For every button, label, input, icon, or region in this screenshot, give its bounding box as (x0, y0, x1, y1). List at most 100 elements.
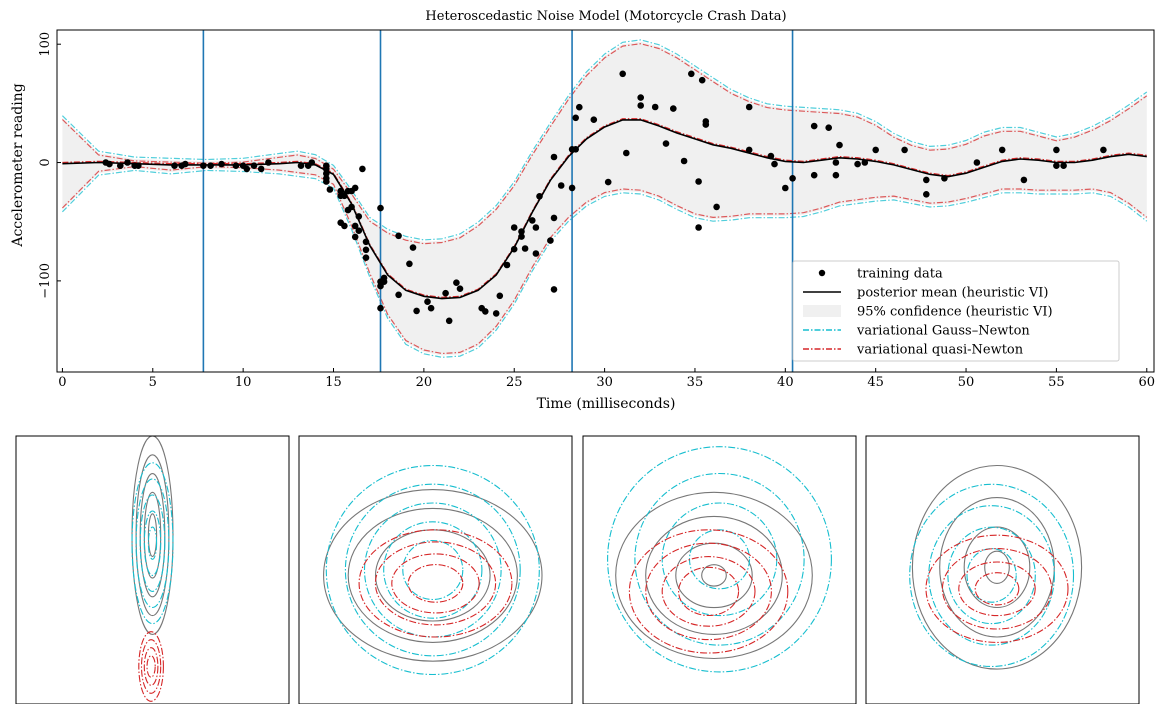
gauss-newton-contour (135, 478, 170, 609)
contour-panel-content (607, 446, 832, 673)
gauss-newton-contour (131, 462, 174, 625)
posterior-contour (347, 507, 518, 643)
training-data-point (453, 279, 460, 287)
y-axis-label: Accelerometer reading (10, 83, 26, 247)
quasi-newton-upper-bound (61, 43, 1148, 245)
training-data-point (406, 260, 413, 268)
posterior-contour (645, 515, 783, 635)
x-tick-label: 35 (687, 375, 704, 390)
training-data-point (854, 160, 861, 168)
training-data-point (135, 162, 142, 169)
quasi-newton-contour (678, 566, 740, 617)
training-data-point (973, 159, 981, 166)
posterior-contour (939, 497, 1055, 638)
chart-title: Heteroscedastic Noise Model (Motorcycle … (425, 9, 786, 24)
training-data-point (348, 203, 355, 211)
training-data-point (265, 159, 272, 166)
training-data-point (323, 165, 330, 173)
contour-panel-content (323, 464, 543, 676)
training-data-point (550, 286, 558, 293)
training-data-point (171, 162, 178, 169)
training-data-point (745, 103, 753, 111)
training-data-point (323, 178, 330, 185)
contour-panel-content (131, 436, 174, 702)
plot-frame (56, 29, 1155, 373)
gauss-newton-contour (383, 521, 483, 619)
posterior-mean-line (62, 119, 1147, 300)
training-data-point (326, 186, 334, 193)
training-data-point (1020, 176, 1028, 184)
quasi-newton-contour (661, 556, 756, 627)
training-data-point (670, 105, 677, 112)
y-tick-label: 0 (38, 158, 53, 166)
training-data-point (532, 224, 540, 231)
quasi-newton-contour (143, 647, 159, 686)
y-tick-label: −100 (38, 263, 53, 299)
legend: training data posterior mean (heuristic V… (792, 260, 1120, 362)
training-data-point (492, 310, 500, 317)
x-tick-label: 0 (58, 375, 66, 390)
training-data-point (424, 298, 431, 306)
training-data-point (243, 165, 251, 173)
training-data-point (836, 141, 843, 149)
training-data-point (395, 291, 402, 299)
quasi-newton-contour (140, 639, 162, 694)
gauss-newton-contour (661, 502, 778, 617)
training-data-point (380, 278, 388, 286)
training-data-point (1100, 146, 1107, 154)
training-data-point (810, 122, 818, 130)
training-data-point (377, 304, 384, 312)
posterior-contour (323, 489, 543, 662)
x-tick-label: 5 (149, 375, 157, 390)
training-data-point (771, 160, 778, 168)
training-data-point (861, 159, 869, 166)
training-data-point (106, 160, 113, 168)
legend-box (792, 260, 1120, 362)
training-data-point (832, 159, 840, 166)
training-data-point (619, 70, 626, 78)
posterior-contour (139, 473, 166, 598)
training-data-point (351, 222, 359, 230)
gauss-newton-contour (139, 494, 166, 592)
gauss-newton-contour (363, 502, 502, 638)
training-data-point (998, 146, 1006, 154)
training-data-point (362, 246, 370, 254)
training-data-point (362, 254, 370, 261)
quasi-newton-contour (958, 561, 1036, 617)
training-data-point (442, 289, 449, 297)
quasi-newton-lower-bound (61, 165, 1148, 355)
confidence-band (62, 41, 1147, 356)
training-data-point (355, 213, 363, 220)
training-data-point (232, 162, 240, 169)
gauss-newton-contour (147, 526, 158, 560)
contour-panel-4 (865, 435, 1140, 704)
training-data-point (351, 184, 359, 192)
training-data-point (377, 204, 384, 212)
gauss-newton-contour (344, 483, 521, 657)
gauss-newton-contour (143, 510, 162, 576)
training-data-point (576, 103, 583, 111)
training-data-point (572, 114, 579, 122)
training-data-point (604, 178, 612, 186)
training-data-point (923, 191, 930, 198)
training-data-point (789, 175, 796, 182)
training-data-point (637, 102, 644, 109)
contour-panel-1 (15, 435, 290, 704)
training-data-point (341, 192, 348, 200)
gauss-newton-contour (909, 483, 1075, 668)
gauss-newton-upper-bound (61, 39, 1148, 241)
training-data-point (207, 162, 214, 169)
training-data-point (536, 193, 543, 200)
training-data-point (323, 170, 330, 177)
posterior-contour (147, 513, 158, 558)
posterior-contour (675, 542, 753, 609)
training-data-point (359, 165, 366, 173)
x-tick-label: 40 (777, 375, 794, 390)
training-data-point (702, 121, 710, 128)
training-data-point (377, 282, 384, 290)
quasi-newton-contour (374, 541, 497, 626)
posterior-contour (911, 464, 1083, 670)
training-data-point (901, 146, 908, 154)
training-data-point (810, 171, 818, 179)
contour-panel-2 (298, 435, 573, 704)
